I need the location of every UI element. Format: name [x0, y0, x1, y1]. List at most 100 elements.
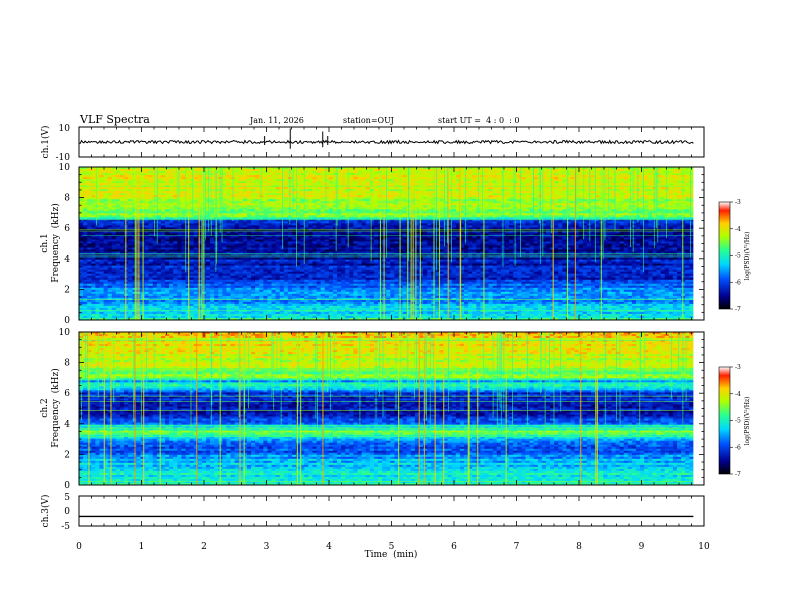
spectrogram-cell: [251, 179, 256, 182]
spectrogram-cell: [390, 181, 395, 184]
spectrogram-cell: [279, 185, 285, 188]
spectrogram-cell: [267, 171, 272, 174]
spectrogram-cell: [509, 173, 514, 176]
spectrogram-cell: [263, 171, 268, 174]
spectrogram-cell: [459, 175, 465, 178]
spectrogram-cell: [447, 183, 453, 186]
spectrogram-cell: [246, 169, 252, 172]
spectrogram-cell: [148, 175, 154, 178]
spectrogram-cell: [365, 181, 371, 184]
spectrogram-cell: [119, 185, 125, 188]
spectrogram-cell: [488, 181, 494, 184]
spectrogram-cell: [160, 175, 166, 178]
spectrogram-cell: [316, 169, 322, 172]
spectrogram-cell: [87, 169, 92, 172]
spectrogram-cell: [308, 167, 313, 170]
spectrogram-cell: [435, 173, 440, 176]
spectrogram-cell: [267, 183, 272, 186]
spectrogram-cell: [242, 173, 248, 176]
spectrogram-cell: [365, 173, 371, 176]
spectrogram-cell: [582, 179, 588, 182]
spectrogram-cell: [586, 169, 592, 172]
spectrogram-cell: [337, 169, 342, 172]
spectrogram-cell: [279, 181, 285, 184]
spectrogram-cell: [312, 177, 317, 180]
spectrogram-cell: [529, 179, 535, 182]
spectrogram-cell: [177, 167, 182, 170]
spectrogram-cell: [402, 177, 408, 180]
spectrogram-cell: [271, 167, 276, 170]
spectrogram-cell: [541, 183, 547, 186]
spectrogram-cell: [402, 167, 408, 170]
figure-title: VLF Spectra: [79, 113, 150, 126]
spectrogram-cell: [496, 177, 502, 180]
spectrogram-cell: [681, 167, 686, 170]
spectrogram-cell: [529, 177, 535, 180]
spectrogram-cell: [484, 171, 489, 174]
spectrogram-cell: [148, 181, 154, 184]
spectrogram-cell: [439, 181, 444, 184]
spectrogram-cell: [652, 175, 657, 178]
spectrogram-cell: [361, 167, 367, 170]
spectrogram-cell: [443, 169, 449, 172]
spectrogram-cell: [337, 177, 342, 180]
spectrogram-cell: [640, 169, 645, 172]
spectrogram-cell: [95, 167, 100, 170]
spectrogram-cell: [238, 185, 244, 188]
spectrogram-cell: [226, 173, 231, 176]
ch1-ytick-top: 10: [59, 124, 71, 134]
spectrogram-cell: [443, 185, 449, 188]
spectrogram-cell: [648, 179, 653, 182]
spectrogram-cell: [271, 175, 276, 178]
spectrogram-cell: [320, 181, 326, 184]
spectrogram-cell: [562, 171, 567, 174]
spectrogram-cell: [394, 177, 399, 180]
spectrogram-cell: [341, 173, 346, 176]
spectrogram-cell: [566, 173, 571, 176]
spectrogram-cell: [595, 167, 600, 170]
spectrogram-cell: [369, 171, 375, 174]
spectrogram-cell: [586, 177, 592, 180]
spectrogram-cell: [414, 175, 420, 178]
spectrogram-cell: [324, 169, 330, 172]
spectrogram-cell: [451, 183, 457, 186]
spectrogram-cell: [160, 179, 166, 182]
spectrogram-cell: [251, 171, 256, 174]
spectrogram-cell: [435, 167, 440, 170]
spectrogram-cell: [590, 167, 596, 170]
spectrogram-cell: [185, 167, 190, 170]
spectrogram-cell: [115, 177, 121, 180]
spectrogram-cell: [189, 181, 195, 184]
spectrogram-cell: [103, 175, 109, 178]
spectrogram-cell: [402, 183, 408, 186]
spectrogram-cell: [103, 173, 109, 176]
spectrogram-cell: [279, 183, 285, 186]
spectrogram-cell: [464, 185, 469, 188]
spectrogram-cell: [615, 169, 621, 172]
spectrogram-cell: [296, 183, 301, 186]
spectrogram-cell: [189, 179, 195, 182]
spectrogram-cell: [308, 177, 313, 180]
spectrogram-cell: [242, 175, 248, 178]
spectrogram-cell: [681, 171, 686, 174]
spectrogram-cell: [541, 167, 547, 170]
spectrogram-cell: [210, 175, 215, 178]
spectrogram-cell: [656, 175, 662, 178]
spectrogram-cell: [414, 177, 420, 180]
spectrogram-cell: [312, 169, 317, 172]
spectrogram-cell: [533, 181, 539, 184]
spectrogram-cell: [177, 185, 182, 188]
spectrogram-cell: [165, 179, 170, 182]
spectrogram-cell: [291, 167, 297, 170]
spectrogram-cell: [472, 179, 477, 182]
spectrogram-cell: [165, 173, 170, 176]
spectrogram-cell: [414, 173, 420, 176]
spectrogram-cell: [275, 171, 281, 174]
spectrogram-cell: [332, 183, 338, 186]
spectrogram-cell: [173, 179, 178, 182]
spectrogram-cell: [238, 177, 244, 180]
spectrogram-cell: [652, 169, 657, 172]
spectrogram-cell: [660, 171, 666, 174]
spectrogram-cell: [578, 179, 584, 182]
spectrogram-cell: [242, 181, 248, 184]
